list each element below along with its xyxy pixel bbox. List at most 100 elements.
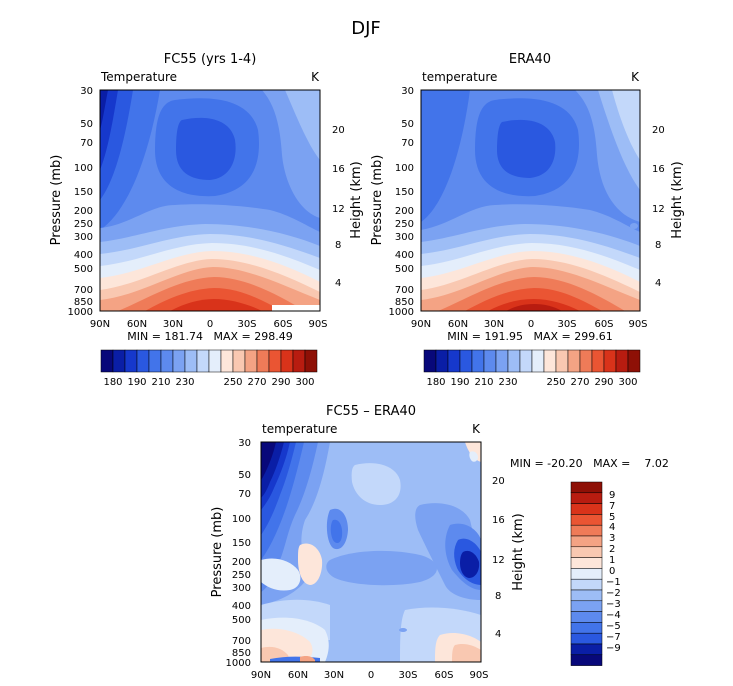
height-tick: 8 [655,240,661,251]
colorbar-swatch [570,654,603,666]
pressure-tick: 100 [232,514,251,525]
colorbar-label: 230 [498,377,517,388]
height-axis: 20 16 12 8 4 [332,125,345,289]
pressure-tick: 100 [395,163,414,174]
colorbar-label: −4 [606,610,621,621]
colorbar-swatch [570,643,603,656]
x-tick: 60S [594,319,613,330]
colorbar-swatch [435,349,449,373]
height-tick: 20 [652,125,665,136]
contour-band [100,90,108,130]
contour-band [630,223,638,229]
contour-band [285,90,320,160]
pressure-tick: 500 [232,615,251,626]
colorbar-swatch [570,535,603,548]
colorbar-label: 180 [426,377,445,388]
height-tick: 8 [335,240,341,251]
contour-band [330,519,343,544]
panel-fc55: FC55 (yrs 1-4) Temperature K [49,52,364,388]
colorbar-label: 190 [450,377,469,388]
pressure-tick: 700 [74,285,93,296]
y-axis-label: Pressure (mb) [49,155,64,246]
colorbar-swatch [570,622,603,634]
colorbar-label: 9 [609,490,615,501]
colorbar-swatch [570,568,603,580]
pressure-tick: 70 [401,138,414,149]
pressure-tick: 300 [232,583,251,594]
colorbar-swatch [519,349,533,373]
height-tick: 20 [492,476,505,487]
colorbar-swatch [531,349,545,373]
x-tick: 0 [207,319,213,330]
contour-band [298,543,323,585]
colorbar-swatch [172,349,186,373]
colorbar [100,349,318,373]
colorbar-label: 270 [570,377,589,388]
height-tick: 16 [652,164,665,175]
colorbar-swatch [570,578,603,591]
pressure-tick: 1000 [68,307,93,318]
colorbar-label: 180 [103,377,122,388]
height-tick: 12 [492,555,505,566]
x-tick: 30N [484,319,504,330]
height-tick: 16 [492,515,505,526]
contour-band [176,117,236,180]
colorbar-label: 3 [609,533,615,544]
y-axis-label: Pressure (mb) [370,155,385,246]
colorbar-swatch [148,349,162,373]
pressure-tick: 50 [238,470,251,481]
colorbar-label: 7 [609,501,615,512]
colorbar-swatch [304,349,318,373]
colorbar-swatch [232,349,246,373]
pressure-tick: 250 [74,219,93,230]
colorbar-swatch [507,349,521,373]
variable-label: temperature [422,70,497,84]
colorbar-swatch [196,349,210,373]
colorbar-label: −7 [606,632,621,643]
height-tick: 4 [655,278,661,289]
pressure-tick: 30 [238,438,251,449]
colorbar-label: 290 [594,377,613,388]
colorbar-label: 2 [609,544,615,555]
x-tick: 60N [127,319,147,330]
contour-band [421,90,470,222]
pressure-tick: 50 [80,119,93,130]
colorbar-swatch [615,349,629,373]
pressure-tick: 200 [74,206,93,217]
x-tick: 30N [324,670,344,681]
pressure-tick: 30 [401,86,414,97]
x-tick: 60N [288,670,308,681]
pressure-axis: 30 50 70 100 150 200 250 300 400 500 700… [68,86,93,318]
x-tick: 90N [90,319,110,330]
contour-band [452,643,481,662]
pressure-tick: 400 [74,250,93,261]
x-axis: 90N 60N 30N 0 30S 60S 90S [411,319,648,330]
pressure-tick: 250 [395,219,414,230]
pressure-tick: 500 [395,264,414,275]
unit-label: K [472,422,481,436]
colorbar-swatch [268,349,282,373]
x-tick: 60S [434,670,453,681]
pressure-tick: 30 [80,86,93,97]
colorbar-swatch [570,524,603,537]
pressure-tick: 300 [74,232,93,243]
colorbar-swatch [256,349,270,373]
colorbar-label: −3 [606,599,621,610]
colorbar-labels: 9 7 5 4 3 2 1 0 −1 −2 −3 −4 −5 −7 −9 [606,490,621,654]
x-tick: 30N [163,319,183,330]
colorbar-swatch [208,349,222,373]
x-tick: 90S [308,319,327,330]
colorbar-label: −5 [606,621,621,632]
colorbar-swatch [570,589,603,602]
colorbar-label: −1 [606,577,621,588]
pressure-tick: 1000 [389,307,414,318]
pressure-tick: 200 [395,206,414,217]
colorbar-label: 5 [609,512,615,523]
pressure-axis: 30 50 70 100 150 200 250 300 400 500 700… [389,86,414,318]
height-tick: 8 [495,591,501,602]
colorbar-swatch [579,349,593,373]
pressure-tick: 150 [395,187,414,198]
height-tick: 4 [495,629,501,640]
colorbar-swatch [447,349,461,373]
